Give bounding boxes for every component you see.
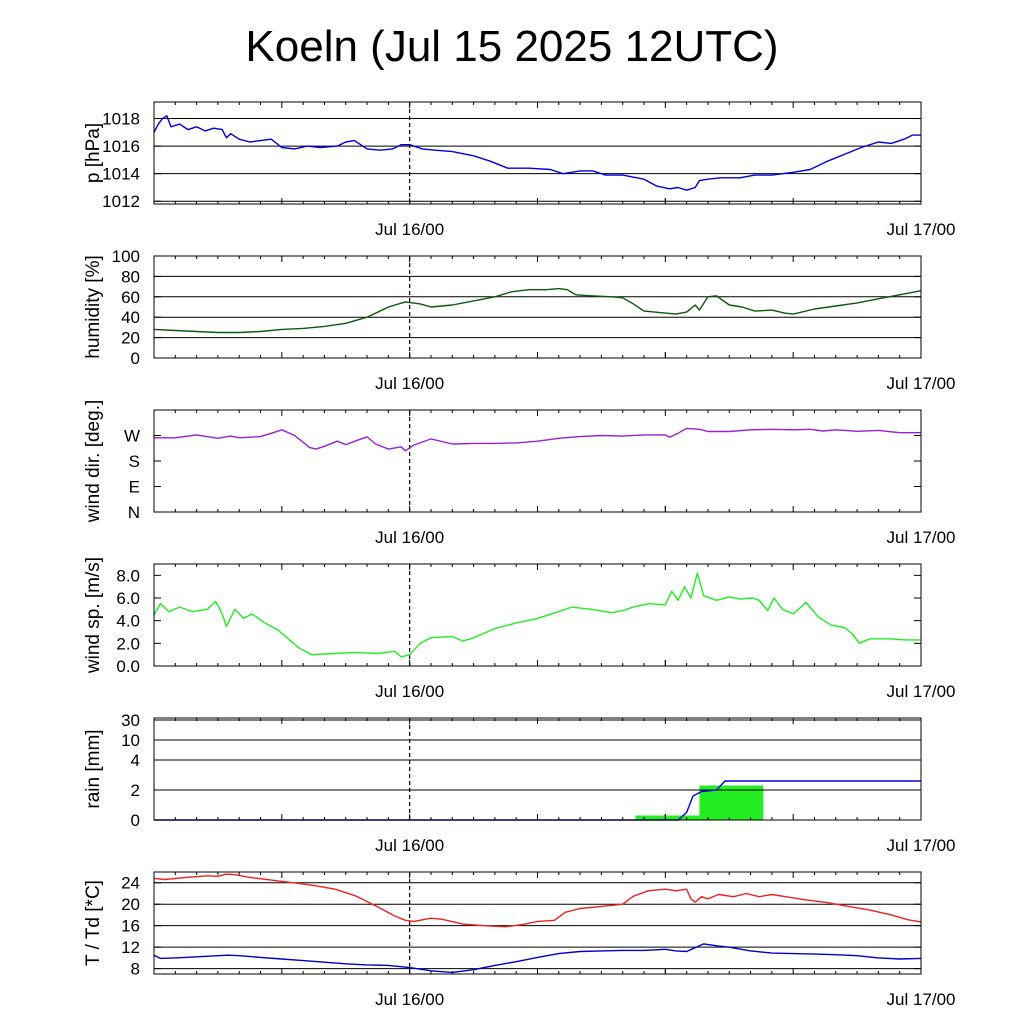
plot-frame-temperature [153,871,922,975]
xtick-label-rain-0: Jul 16/00 [375,836,444,855]
ytick-label-rain-3: 10 [121,731,140,750]
xtick-label-temperature-1: Jul 17/00 [887,990,956,1009]
ytick-label-rain-1: 2 [131,781,140,800]
ylabel-wind_speed: wind sp. [m/s] [83,557,104,674]
plot-frame-pressure [153,101,922,205]
xtick-label-wind_speed-0: Jul 16/00 [375,682,444,701]
ytick-label-wind_direction-1: E [129,478,140,497]
panel-temperature: 8 12 16 20 24 Jul 16/00 Jul 17/00 T / Td [*C] [83,871,956,1009]
ytick-label-temperature-3: 20 [121,895,140,914]
xtick-label-wind_speed-1: Jul 17/00 [887,682,956,701]
ytick-label-temperature-2: 16 [121,917,140,936]
xtick-label-temperature-0: Jul 16/00 [375,990,444,1009]
panel-pressure: 1012 1014 1016 1018 Jul 16/00 Jul 17/00 p [hPa… [83,101,956,239]
ytick-label-rain-2: 4 [131,751,140,770]
ytick-label-humidity-3: 60 [121,288,140,307]
ytick-label-wind_direction-2: S [129,452,140,471]
series-line-wind_direction-0 [154,427,921,452]
ytick-label-pressure-0: 1012 [102,192,140,211]
series-line-rain-0 [154,780,921,821]
xtick-label-pressure-0: Jul 16/00 [375,220,444,239]
series-line-temperature-1 [153,943,922,974]
ytick-label-wind_speed-1: 2.0 [116,634,140,653]
ytick-label-humidity-1: 20 [121,329,140,348]
plot-frame-wind_speed [153,563,922,667]
ytick-label-pressure-3: 1018 [102,110,140,129]
ytick-label-temperature-4: 24 [121,874,140,893]
ylabel-wind_direction: wind dir. [deg.] [83,400,104,524]
ylabel-humidity: humidity [%] [83,255,104,358]
ytick-label-rain-0: 0 [131,811,140,830]
xtick-label-pressure-1: Jul 17/00 [887,220,956,239]
ytick-label-wind_speed-2: 4.0 [116,612,140,631]
series-line-wind_speed-0 [153,572,921,658]
ytick-label-rain-4: 30 [121,711,140,730]
xtick-label-humidity-1: Jul 17/00 [887,374,956,393]
rain-bar-0 [635,815,700,820]
panel-wind_speed: 0.0 2.0 4.0 6.0 8.0 Jul 16/00 Jul 17/00 wind sp… [83,557,956,701]
ytick-label-wind_speed-3: 6.0 [116,589,140,608]
ytick-label-humidity-2: 40 [121,308,140,327]
plot-frame-wind_direction [153,409,922,513]
ytick-label-wind_direction-0: N [128,503,140,522]
chart-title: Koeln (Jul 15 2025 12UTC) [245,22,779,71]
xtick-label-rain-1: Jul 17/00 [887,836,956,855]
ytick-label-wind_speed-0: 0.0 [116,657,140,676]
ytick-label-humidity-0: 0 [131,349,140,368]
ytick-label-wind_speed-4: 8.0 [116,566,140,585]
ytick-label-pressure-1: 1014 [102,165,140,184]
ytick-label-wind_direction-3: W [124,427,140,446]
series-line-temperature-0 [153,873,922,928]
ytick-label-humidity-4: 80 [121,267,140,286]
ylabel-rain: rain [mm] [83,729,104,808]
plot-frame-humidity [153,255,922,359]
xtick-label-humidity-0: Jul 16/00 [375,374,444,393]
ylabel-pressure: p [hPa] [83,123,104,183]
plot-frame-rain [153,717,922,821]
series-line-pressure-0 [153,115,921,191]
xtick-label-wind_direction-0: Jul 16/00 [375,528,444,547]
series-line-humidity-0 [153,287,922,334]
ytick-label-humidity-5: 100 [112,247,140,266]
ytick-label-temperature-0: 8 [131,960,140,979]
ytick-label-temperature-1: 12 [121,938,140,957]
xtick-label-wind_direction-1: Jul 17/00 [887,528,956,547]
ylabel-temperature: T / Td [*C] [83,880,104,966]
ytick-label-pressure-2: 1016 [102,137,140,156]
